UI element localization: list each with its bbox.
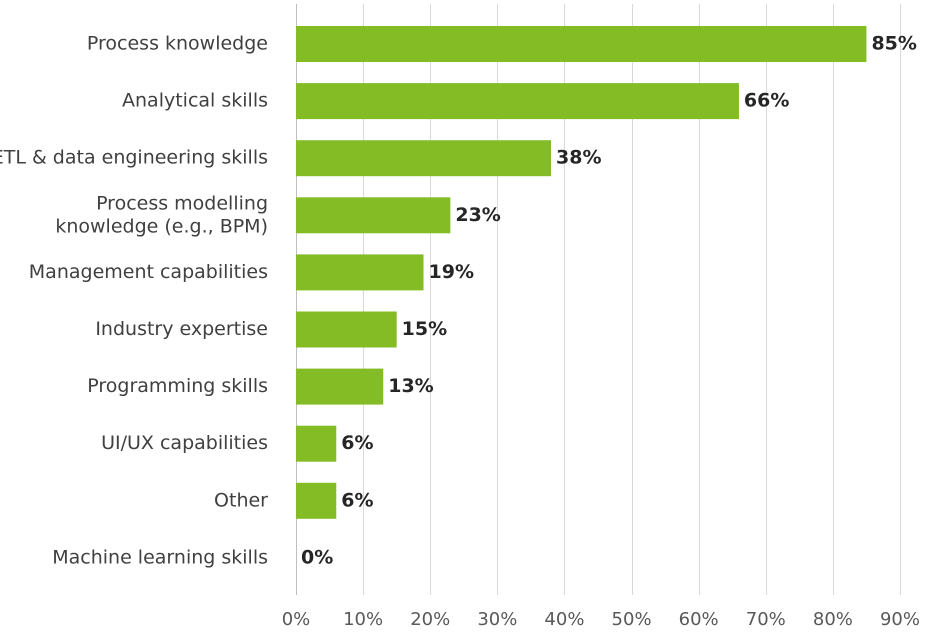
bar: [296, 368, 384, 405]
x-tick-label: 90%: [880, 609, 920, 630]
x-tick-label: 30%: [477, 609, 517, 630]
bar: [296, 311, 397, 348]
value-label: 19%: [429, 261, 474, 283]
category-label: Industry expertise: [95, 318, 268, 340]
x-tick-label: 40%: [544, 609, 584, 630]
x-tick-label: 10%: [343, 609, 383, 630]
value-label: 6%: [341, 489, 373, 511]
bars: [296, 26, 867, 519]
category-label: ETL & data engineering skills: [0, 147, 268, 169]
category-label: Other: [214, 489, 268, 511]
x-axis-ticks: 0% 10% 20% 30% 40% 50% 60% 70% 80% 90%: [282, 609, 920, 630]
bar: [296, 197, 451, 234]
value-label: 85%: [871, 33, 916, 55]
bar: [296, 26, 867, 62]
category-label: Machine learning skills: [52, 546, 268, 568]
bar: [296, 254, 424, 291]
category-label: Programming skills: [87, 375, 268, 397]
value-label: 0%: [301, 546, 333, 568]
category-label: Management capabilities: [29, 261, 268, 283]
category-label: Process modelling knowledge (e.g., BPM): [55, 192, 268, 237]
value-labels: 85% 66% 38% 23% 19% 15% 13% 6% 6% 0%: [301, 33, 917, 569]
x-tick-label: 20%: [410, 609, 450, 630]
bar: [296, 425, 337, 462]
value-label: 6%: [341, 432, 373, 454]
bar: [296, 83, 739, 120]
x-tick-label: 50%: [612, 609, 652, 630]
category-label: UI/UX capabilities: [101, 432, 268, 454]
value-label: 23%: [455, 204, 500, 226]
value-label: 66%: [744, 90, 789, 112]
x-tick-label: 0%: [282, 609, 311, 630]
x-tick-label: 70%: [746, 609, 786, 630]
value-label: 15%: [402, 318, 447, 340]
value-label: 38%: [556, 147, 601, 169]
bar: [296, 482, 337, 519]
category-label: Process knowledge: [87, 33, 268, 55]
bar: [296, 140, 552, 177]
value-label: 13%: [388, 375, 433, 397]
x-tick-label: 60%: [679, 609, 719, 630]
category-label: Analytical skills: [122, 90, 268, 112]
category-labels: Process knowledge Analytical skills ETL & …: [0, 33, 268, 569]
x-tick-label: 80%: [813, 609, 853, 630]
